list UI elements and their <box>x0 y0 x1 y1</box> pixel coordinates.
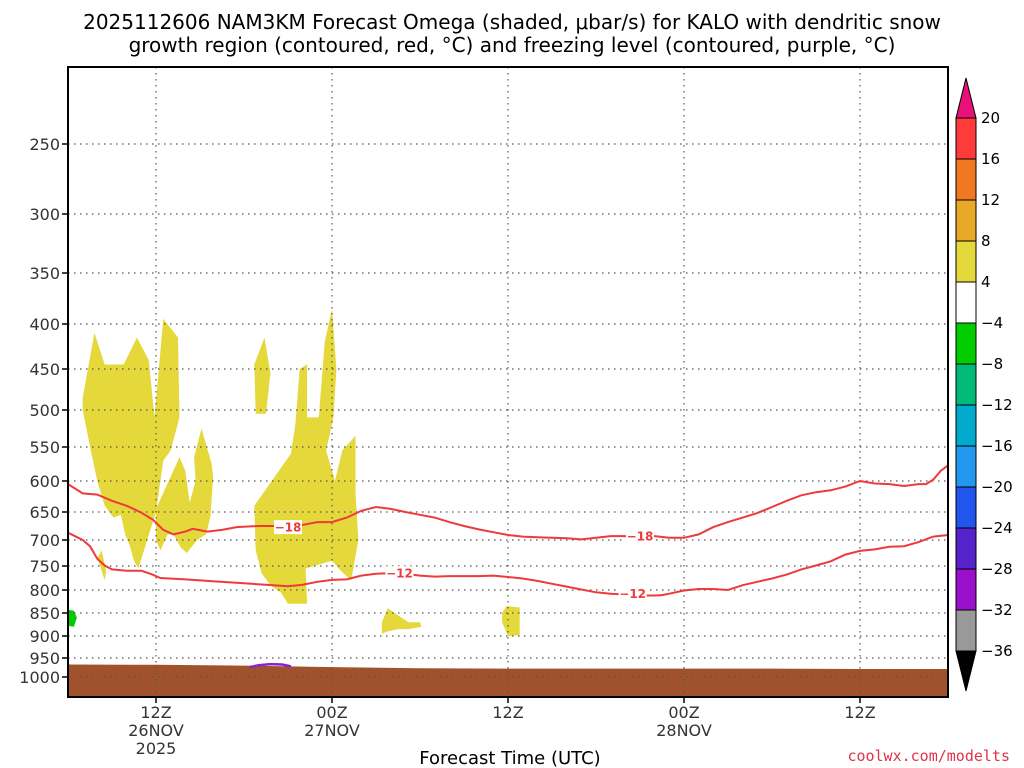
omega-shaded-region-2 <box>156 428 214 553</box>
colorbar-segment-8 <box>955 404 977 447</box>
colorbar-bottom-arrow <box>955 650 977 692</box>
colorbar-label: 20 <box>981 109 1000 127</box>
y-tick-label-600: 600 <box>29 472 60 491</box>
credit-link[interactable]: coolwx.com/modelts <box>847 747 1010 765</box>
omega-shaded-region-6 <box>381 608 422 634</box>
colorbar-label: −12 <box>981 396 1013 414</box>
colorbar-segment-12 <box>955 568 977 611</box>
contour-label-bg <box>626 529 654 544</box>
colorbar-label: 8 <box>981 232 991 250</box>
colorbar-segment-9 <box>955 445 977 488</box>
x-tick-label: 28NOV <box>656 721 712 740</box>
omega-shaded-region-8 <box>68 609 77 627</box>
x-tick-label: 00Z <box>668 703 699 722</box>
colorbar-label: −16 <box>981 437 1013 455</box>
dgz-contour-label: −18 <box>627 530 654 544</box>
contours: −18 −18 −12 −12 <box>67 464 949 669</box>
contour-label-bg <box>274 520 302 535</box>
omega-shaded-region-3 <box>97 550 107 581</box>
colorbar-top-arrow <box>955 77 977 119</box>
y-tick-label-300: 300 <box>29 205 60 224</box>
axes: 250 300 350 400 450 500 550 600 650 700 750 800 850 9… <box>19 66 949 758</box>
colorbar-label: −4 <box>981 314 1003 332</box>
y-tick-label-500: 500 <box>29 401 60 420</box>
grid-lines <box>68 67 948 697</box>
terrain-surface <box>68 664 948 697</box>
colorbar-label: 12 <box>981 191 1000 209</box>
colorbar-segment-2 <box>955 158 977 201</box>
y-tick-label-750: 750 <box>29 557 60 576</box>
plot-area <box>68 67 948 697</box>
freezing-level-contour <box>249 662 292 669</box>
dgz-contour-line-2 <box>67 531 949 597</box>
x-tick-label: 27NOV <box>304 721 360 740</box>
y-tick-label-1000: 1000 <box>19 668 60 687</box>
x-tick-label: 00Z <box>316 703 347 722</box>
omega-shaded-region-4 <box>254 337 271 414</box>
dgz-contour-line-1 <box>67 464 949 541</box>
y-tick-label-450: 450 <box>29 360 60 379</box>
y-tick-label-800: 800 <box>29 581 60 600</box>
y-tick-label-700: 700 <box>29 531 60 550</box>
dgz-contour-label: −12 <box>386 567 413 581</box>
plot-background <box>68 67 948 697</box>
colorbar-segment-5 <box>955 281 977 324</box>
colorbar-label: −28 <box>981 560 1013 578</box>
y-tick-label-350: 350 <box>29 264 60 283</box>
contour-label-bg <box>385 566 414 581</box>
colorbar-label: −32 <box>981 601 1013 619</box>
colorbar-label: 16 <box>981 150 1000 168</box>
dgz-contour-label: −12 <box>619 587 646 601</box>
colorbar-label: 4 <box>981 273 991 291</box>
x-tick-label: 26NOV <box>128 721 184 740</box>
x-tick-label: 2025 <box>136 739 177 758</box>
colorbar-label: −8 <box>981 355 1003 373</box>
dgz-contour-label: −18 <box>275 521 302 535</box>
plot-clipped <box>68 67 948 697</box>
colorbar-label: −20 <box>981 478 1013 496</box>
y-tick-label-250: 250 <box>29 135 60 154</box>
colorbar-label: −36 <box>981 642 1013 660</box>
chart-title-line2: growth region (contoured, red, °C) and f… <box>129 33 896 57</box>
y-tick-label-650: 650 <box>29 503 60 522</box>
colorbar-segment-10 <box>955 486 977 529</box>
colorbar-segment-1 <box>955 117 977 160</box>
y-tick-label-400: 400 <box>29 315 60 334</box>
omega-shaded-region-1 <box>82 318 180 569</box>
y-tick-label-850: 850 <box>29 604 60 623</box>
colorbar-segment-3 <box>955 199 977 242</box>
colorbar-label: −24 <box>981 519 1013 537</box>
colorbar-segment-7 <box>955 363 977 406</box>
colorbar: 20 16 12 8 4 −4 −8 −12 −16 −20 −24 −28 −32 −36 <box>955 77 1013 692</box>
y-tick-label-900: 900 <box>29 627 60 646</box>
y-tick-label-550: 550 <box>29 438 60 457</box>
x-tick-label: 12Z <box>140 703 171 722</box>
colorbar-segment-11 <box>955 527 977 570</box>
y-tick-label-950: 950 <box>29 649 60 668</box>
contour-label-bg <box>618 586 647 601</box>
chart-title-line1: 2025112606 NAM3KM Forecast Omega (shaded… <box>83 10 941 34</box>
colorbar-segment-6 <box>955 322 977 365</box>
x-tick-label: 12Z <box>492 703 523 722</box>
x-axis-label: Forecast Time (UTC) <box>419 748 600 768</box>
colorbar-segment-4 <box>955 240 977 283</box>
colorbar-segment-13 <box>955 609 977 652</box>
x-tick-label: 12Z <box>844 703 875 722</box>
